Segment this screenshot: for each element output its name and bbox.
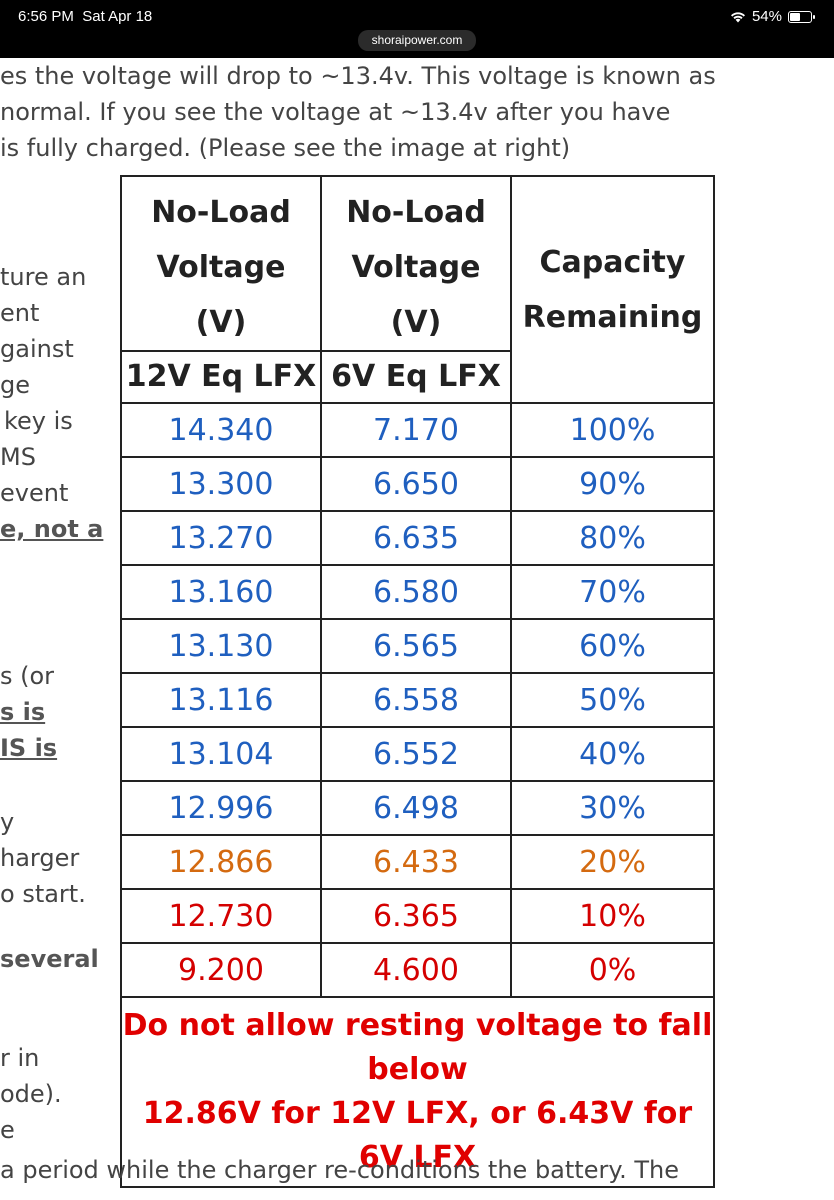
cell-capacity: 10%	[510, 888, 715, 944]
link-text-fragment[interactable]: s is	[0, 698, 46, 726]
voltage-capacity-table: No-Load Voltage (V) No-Load Voltage (V) …	[120, 175, 715, 1188]
cell-12v-voltage: 12.866	[120, 834, 322, 890]
warning-line: 12.86V for 12V LFX, or 6.43V for 6V LFX	[142, 1096, 693, 1175]
link-text-fragment[interactable]: IS is	[0, 734, 58, 762]
time-text: 6:56 PM	[18, 8, 74, 25]
header-text: No-Load Voltage (V)	[151, 195, 291, 340]
warning-line: Do not allow resting voltage to fall bel…	[122, 1008, 713, 1087]
table-row: 12.730 6.365 10%	[120, 888, 715, 944]
cell-capacity: 70%	[510, 564, 715, 620]
battery-percent: 54%	[751, 8, 782, 25]
cell-12v-voltage: 13.160	[120, 564, 322, 620]
status-time: 6:56 PM Sat Apr 18	[18, 8, 152, 25]
table-row: 12.996 6.498 30%	[120, 780, 715, 836]
web-page[interactable]: es the voltage will drop to ~13.4v. This…	[0, 58, 834, 1200]
cell-6v-voltage: 6.635	[320, 510, 512, 566]
cell-capacity: 0%	[510, 942, 715, 998]
table-row: 13.116 6.558 50%	[120, 672, 715, 728]
cell-6v-voltage: 6.365	[320, 888, 512, 944]
cell-6v-voltage: 6.558	[320, 672, 512, 728]
table-row: 14.340 7.170 100%	[120, 402, 715, 458]
text-fragment: ge	[0, 371, 30, 399]
header-text: Capacity Remaining	[522, 244, 703, 335]
subheader-6v: 6V Eq LFX	[320, 350, 512, 404]
link-text-fragment[interactable]: e, not a	[0, 515, 104, 543]
cell-12v-voltage: 12.996	[120, 780, 322, 836]
cell-12v-voltage: 13.300	[120, 456, 322, 512]
text-fragment: r in	[0, 1044, 40, 1072]
cell-capacity: 80%	[510, 510, 715, 566]
cell-capacity: 100%	[510, 402, 715, 458]
cell-6v-voltage: 6.650	[320, 456, 512, 512]
cell-capacity: 20%	[510, 834, 715, 890]
text-fragment: ture an	[0, 263, 87, 291]
text-fragment: MS	[0, 443, 36, 471]
cell-6v-voltage: 6.552	[320, 726, 512, 782]
table-subheader-row: 12V Eq LFX 6V Eq LFX	[120, 350, 714, 404]
cell-6v-voltage: 4.600	[320, 942, 512, 998]
header-capacity: Capacity Remaining	[510, 175, 715, 404]
text-fragment: key is	[4, 407, 73, 435]
cell-6v-voltage: 6.580	[320, 564, 512, 620]
header-12v-voltage: No-Load Voltage (V)	[120, 175, 322, 352]
text-fragment: ent	[0, 299, 40, 327]
table-row: 13.300 6.650 90%	[120, 456, 715, 512]
status-bar: 6:56 PM Sat Apr 18 54% shoraipower.com	[0, 0, 834, 58]
battery-icon	[788, 10, 815, 23]
url-bar[interactable]: shoraipower.com	[358, 30, 476, 51]
cell-capacity: 30%	[510, 780, 715, 836]
cell-12v-voltage: 9.200	[120, 942, 322, 998]
text-fragment: o start.	[0, 880, 86, 908]
header-6v-voltage: No-Load Voltage (V)	[320, 175, 512, 352]
cell-capacity: 50%	[510, 672, 715, 728]
cell-12v-voltage: 13.130	[120, 618, 322, 674]
table-row: 13.160 6.580 70%	[120, 564, 715, 620]
cell-6v-voltage: 6.565	[320, 618, 512, 674]
cell-6v-voltage: 6.433	[320, 834, 512, 890]
date-text: Sat Apr 18	[82, 8, 153, 25]
text-fragment: s (or	[0, 662, 55, 690]
header-text: No-Load Voltage (V)	[346, 195, 486, 340]
table-row: 13.104 6.552 40%	[120, 726, 715, 782]
battery-fill	[790, 12, 801, 21]
cell-12v-voltage: 13.116	[120, 672, 322, 728]
text-fragment: event	[0, 479, 69, 507]
text-fragment: gainst	[0, 335, 74, 363]
status-right: 54%	[730, 8, 815, 25]
text-line: is fully charged. (Please see the image …	[0, 134, 571, 162]
bottom-paragraph: a period while the charger re-conditions…	[0, 1156, 680, 1184]
cell-12v-voltage: 13.104	[120, 726, 322, 782]
subheader-12v: 12V Eq LFX	[120, 350, 322, 404]
text-fragment: harger	[0, 844, 80, 872]
text-fragment: e	[0, 1116, 15, 1144]
text-line: es the voltage will drop to ~13.4v. This…	[0, 62, 716, 90]
text-line: normal. If you see the voltage at ~13.4v…	[0, 98, 671, 126]
cell-6v-voltage: 6.498	[320, 780, 512, 836]
table-row: 13.130 6.565 60%	[120, 618, 715, 674]
wifi-icon	[730, 11, 746, 23]
text-fragment: ode).	[0, 1080, 62, 1108]
cell-12v-voltage: 13.270	[120, 510, 322, 566]
text-fragment: several	[0, 945, 99, 973]
table-row: 9.200 4.600 0%	[120, 942, 715, 998]
cell-capacity: 40%	[510, 726, 715, 782]
warning-row: Do not allow resting voltage to fall bel…	[120, 996, 715, 1188]
cell-capacity: 60%	[510, 618, 715, 674]
cell-12v-voltage: 14.340	[120, 402, 322, 458]
table-body: 14.340 7.170 100% 13.300 6.650 90% 13.270 6.635…	[120, 402, 715, 998]
cell-capacity: 90%	[510, 456, 715, 512]
warning-note: Do not allow resting voltage to fall bel…	[120, 996, 715, 1188]
cell-12v-voltage: 12.730	[120, 888, 322, 944]
text-fragment: y	[0, 808, 15, 836]
intro-paragraph: es the voltage will drop to ~13.4v. This…	[0, 58, 834, 166]
cell-6v-voltage: 7.170	[320, 402, 512, 458]
table-row: 13.270 6.635 80%	[120, 510, 715, 566]
table-header-row: No-Load Voltage (V) No-Load Voltage (V) …	[120, 175, 715, 404]
table-row: 12.866 6.433 20%	[120, 834, 715, 890]
